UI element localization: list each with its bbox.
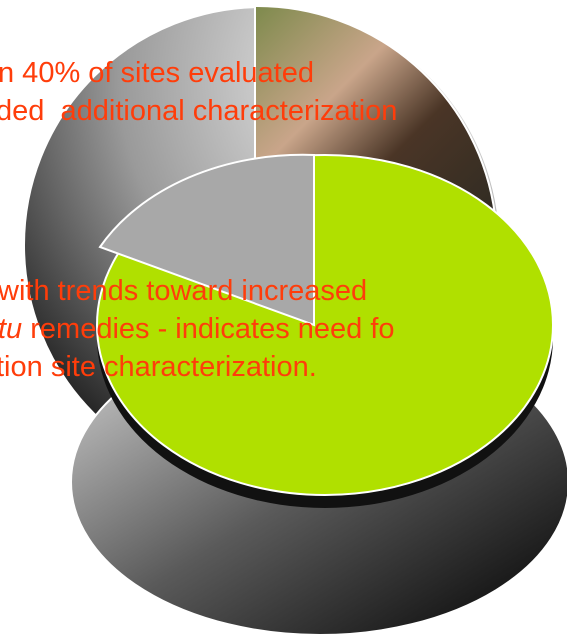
text-line: with trends toward increased: [0, 275, 367, 307]
text-line: n 40% of sites evaluated: [0, 57, 314, 89]
text-line: tion site characterization.: [0, 351, 317, 383]
decorative-pie: [23, 4, 567, 636]
pie-gray-wedge: [98, 153, 315, 327]
text-line: ded additional characterization: [0, 95, 397, 127]
italic-text: tu: [0, 313, 22, 345]
text: remedies - indicates need fo: [22, 313, 394, 345]
overlay-text: n 40% of sites evaluated ded additional …: [0, 57, 397, 383]
text-line: tu remedies - indicates need fo: [0, 313, 395, 345]
